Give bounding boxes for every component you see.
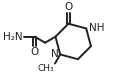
Text: O: O — [64, 2, 72, 12]
Text: H₂N: H₂N — [3, 32, 23, 42]
Text: CH₃: CH₃ — [37, 64, 54, 73]
Text: O: O — [30, 47, 39, 57]
Text: N: N — [50, 49, 58, 59]
Text: NH: NH — [88, 23, 103, 33]
